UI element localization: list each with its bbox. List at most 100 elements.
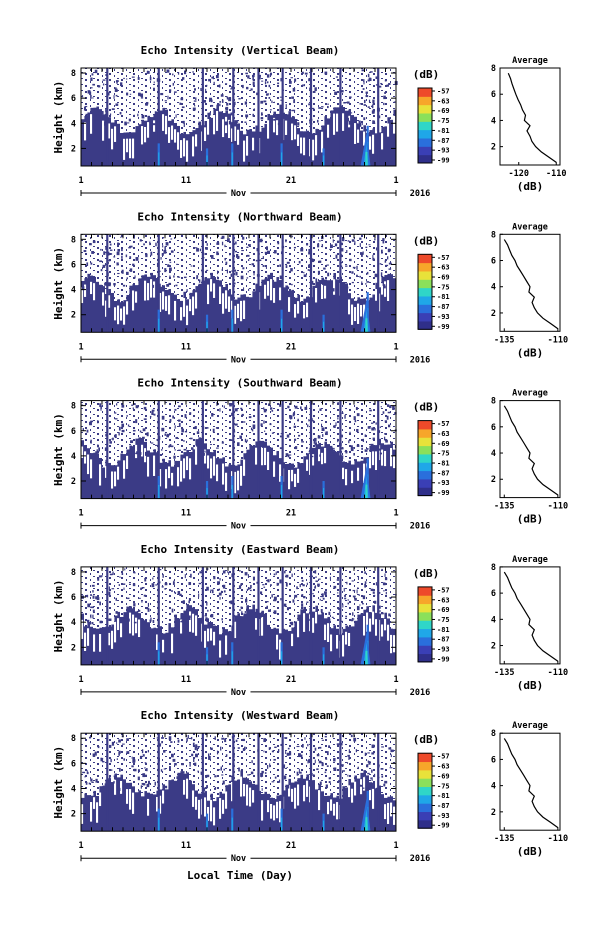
profile-frame bbox=[499, 566, 561, 665]
heatmap-cell bbox=[100, 248, 102, 251]
heatmap-cell bbox=[180, 68, 184, 134]
colorbar-tick-label: -99 bbox=[437, 822, 450, 830]
year-label: 2016 bbox=[410, 522, 430, 532]
heatmap-cell bbox=[90, 459, 93, 479]
heatmap-cell bbox=[315, 733, 319, 790]
heatmap-cell bbox=[189, 412, 192, 415]
heatmap-cell bbox=[250, 427, 253, 431]
heatmap-cell bbox=[180, 786, 182, 788]
heatmap-cell bbox=[102, 68, 106, 115]
heatmap-cell bbox=[288, 454, 292, 456]
heatmap-cell bbox=[90, 420, 94, 423]
heatmap-cell bbox=[387, 256, 389, 260]
heatmap-cell bbox=[96, 802, 99, 823]
colorbar-swatch bbox=[418, 653, 432, 663]
heatmap-cell bbox=[354, 241, 356, 245]
heatmap-cell bbox=[312, 454, 315, 466]
heatmap-cell bbox=[102, 400, 106, 468]
heatmap-spike bbox=[158, 152, 160, 166]
heatmap-cell bbox=[170, 250, 174, 253]
profile-line bbox=[503, 239, 559, 330]
heatmap-cell bbox=[162, 234, 166, 286]
heatmap-cell bbox=[363, 99, 366, 104]
colorbar-swatch bbox=[418, 104, 432, 114]
heatmap-cell bbox=[294, 446, 298, 450]
profile-frame bbox=[499, 400, 561, 499]
profile-x-tick-label: -135 bbox=[494, 834, 514, 844]
heatmap-cell bbox=[210, 628, 213, 641]
heatmap-cell bbox=[174, 566, 178, 615]
profile-y-tick-label: 2 bbox=[491, 475, 496, 485]
heatmap-cell bbox=[172, 73, 174, 76]
heatmap-cell bbox=[388, 82, 391, 85]
heatmap-cell bbox=[267, 234, 271, 275]
heatmap-cell bbox=[354, 420, 357, 423]
heatmap-cell bbox=[259, 734, 261, 737]
heatmap-cell bbox=[147, 566, 151, 623]
heatmap-cell bbox=[126, 277, 129, 280]
heatmap-cell bbox=[306, 234, 310, 297]
heatmap-cell bbox=[385, 264, 389, 267]
heatmap-cell bbox=[292, 109, 296, 112]
profile-x-tick-label: -120 bbox=[509, 169, 529, 179]
heatmap-cell bbox=[139, 452, 142, 455]
profile-x-tick-label: -110 bbox=[548, 668, 568, 678]
colorbar-tick-label: -57 bbox=[437, 420, 450, 428]
heatmap-cell bbox=[120, 68, 124, 133]
heatmap-cell bbox=[90, 802, 93, 822]
heatmap-cell bbox=[104, 263, 106, 266]
heatmap-cell bbox=[290, 268, 293, 272]
heatmap-cell bbox=[83, 106, 86, 111]
heatmap-cell bbox=[261, 234, 265, 280]
heatmap-cell bbox=[268, 84, 271, 88]
heatmap-cell bbox=[222, 293, 225, 314]
heatmap-cell bbox=[314, 747, 317, 751]
heatmap-cell bbox=[96, 733, 100, 796]
heatmap-cell bbox=[168, 433, 170, 436]
heatmap-cell bbox=[375, 76, 378, 80]
heatmap-cell bbox=[335, 422, 337, 427]
heatmap-cell bbox=[210, 733, 214, 794]
heatmap-cell bbox=[145, 253, 148, 258]
heatmap-cell bbox=[195, 292, 198, 309]
heatmap-cell bbox=[243, 140, 246, 162]
heatmap-cell bbox=[210, 443, 212, 446]
heatmap-cell bbox=[263, 407, 265, 410]
heatmap-cell bbox=[171, 608, 174, 613]
heatmap-cell bbox=[96, 234, 100, 282]
heatmap-cell bbox=[361, 122, 363, 126]
heatmap-cell bbox=[273, 610, 277, 615]
heatmap-cell bbox=[294, 405, 298, 409]
heatmap-cell bbox=[226, 96, 229, 100]
heatmap-cell bbox=[330, 733, 334, 794]
heatmap-cell bbox=[183, 138, 186, 157]
heatmap-cell bbox=[131, 76, 135, 78]
heatmap-cell bbox=[153, 566, 157, 628]
heatmap-cell bbox=[86, 284, 89, 289]
heatmap-cell bbox=[180, 772, 183, 776]
colorbar-swatch bbox=[418, 811, 432, 821]
heatmap-cell bbox=[118, 426, 121, 431]
heatmap-cell bbox=[207, 609, 209, 612]
heatmap-cell bbox=[370, 422, 374, 424]
heatmap-cell bbox=[99, 634, 102, 652]
heatmap-cell bbox=[363, 463, 366, 484]
heatmap-cell bbox=[178, 405, 181, 408]
colorbar-unit: (dB) bbox=[413, 234, 440, 247]
heatmap-cell bbox=[336, 635, 339, 649]
heatmap-cell bbox=[174, 68, 178, 123]
colorbar-swatch bbox=[418, 96, 432, 106]
heatmap-cell bbox=[359, 122, 362, 127]
heatmap-cell bbox=[363, 68, 367, 126]
heatmap-spike bbox=[231, 318, 233, 333]
colorbar-swatch bbox=[418, 453, 432, 463]
heatmap-cell bbox=[363, 774, 365, 778]
heatmap-cell bbox=[331, 616, 334, 618]
heatmap-cell bbox=[321, 566, 325, 613]
heatmap-cell bbox=[102, 264, 106, 268]
heatmap-cell bbox=[288, 68, 292, 112]
heatmap-cell bbox=[216, 68, 220, 105]
heatmap-cell bbox=[174, 129, 177, 143]
heatmap-cell bbox=[328, 611, 331, 616]
heatmap-cell bbox=[117, 234, 121, 300]
